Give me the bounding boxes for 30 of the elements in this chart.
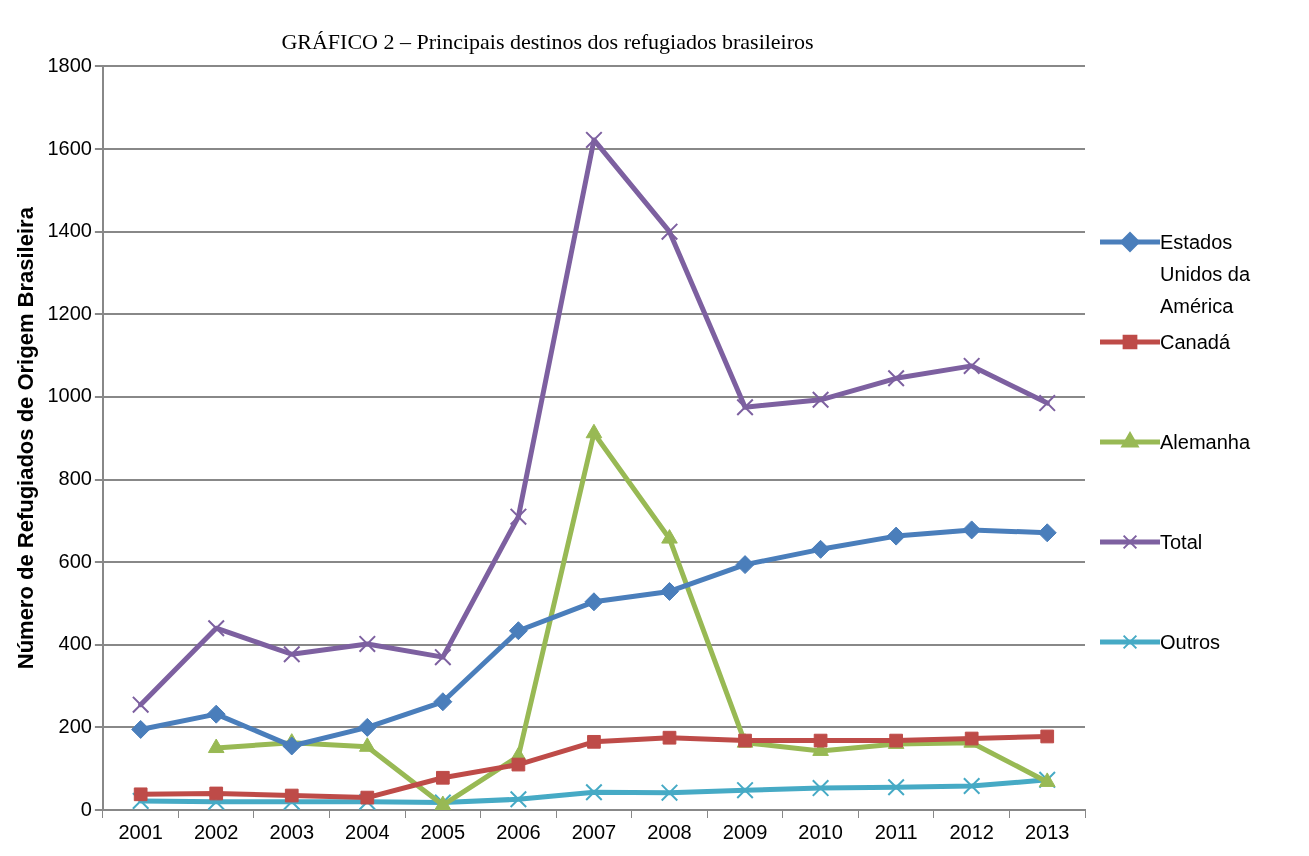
x-tick-label: 2004 xyxy=(345,820,390,843)
x-tick-label: 2011 xyxy=(874,820,918,843)
x-tick-label: 2010 xyxy=(798,820,843,843)
legend-label: Alemanha xyxy=(1160,430,1252,455)
legend-label: Outros xyxy=(1160,630,1222,655)
x-tick-label: 2002 xyxy=(193,820,239,843)
x-tick-label: 2009 xyxy=(722,820,768,843)
x-tick-label: 2008 xyxy=(647,820,692,843)
x-tick-label: 2006 xyxy=(496,820,541,843)
y-tick-label: 1600 xyxy=(47,136,92,159)
legend-label: Total xyxy=(1160,530,1204,555)
x-tick-label: 2003 xyxy=(269,820,315,843)
legend-label: Estados Unidos da América xyxy=(1160,230,1252,319)
x-tick-label: 2007 xyxy=(571,820,617,843)
y-tick-label: 1000 xyxy=(47,384,92,407)
y-tick-label: 200 xyxy=(58,714,92,737)
y-tick-label: 800 xyxy=(58,467,92,490)
y-tick-label: 1400 xyxy=(47,219,92,242)
y-axis-title: Número de Refugiados de Origem Brasileira xyxy=(13,206,39,670)
x-tick-label: 2013 xyxy=(1024,820,1070,843)
y-tick-label: 400 xyxy=(58,632,92,655)
x-tick-label: 2005 xyxy=(420,820,466,843)
y-tick-label: 600 xyxy=(58,549,92,572)
y-tick-label: 0 xyxy=(80,797,92,820)
x-tick-label: 2001 xyxy=(118,820,163,843)
x-tick-label: 2012 xyxy=(949,820,994,843)
y-tick-label: 1200 xyxy=(47,301,92,324)
chart-title: GRÁFICO 2 – Principais destinos dos refugiados brasileiros xyxy=(281,28,814,54)
legend-label: Canadá xyxy=(1160,330,1232,355)
y-tick-label: 1800 xyxy=(47,53,92,76)
